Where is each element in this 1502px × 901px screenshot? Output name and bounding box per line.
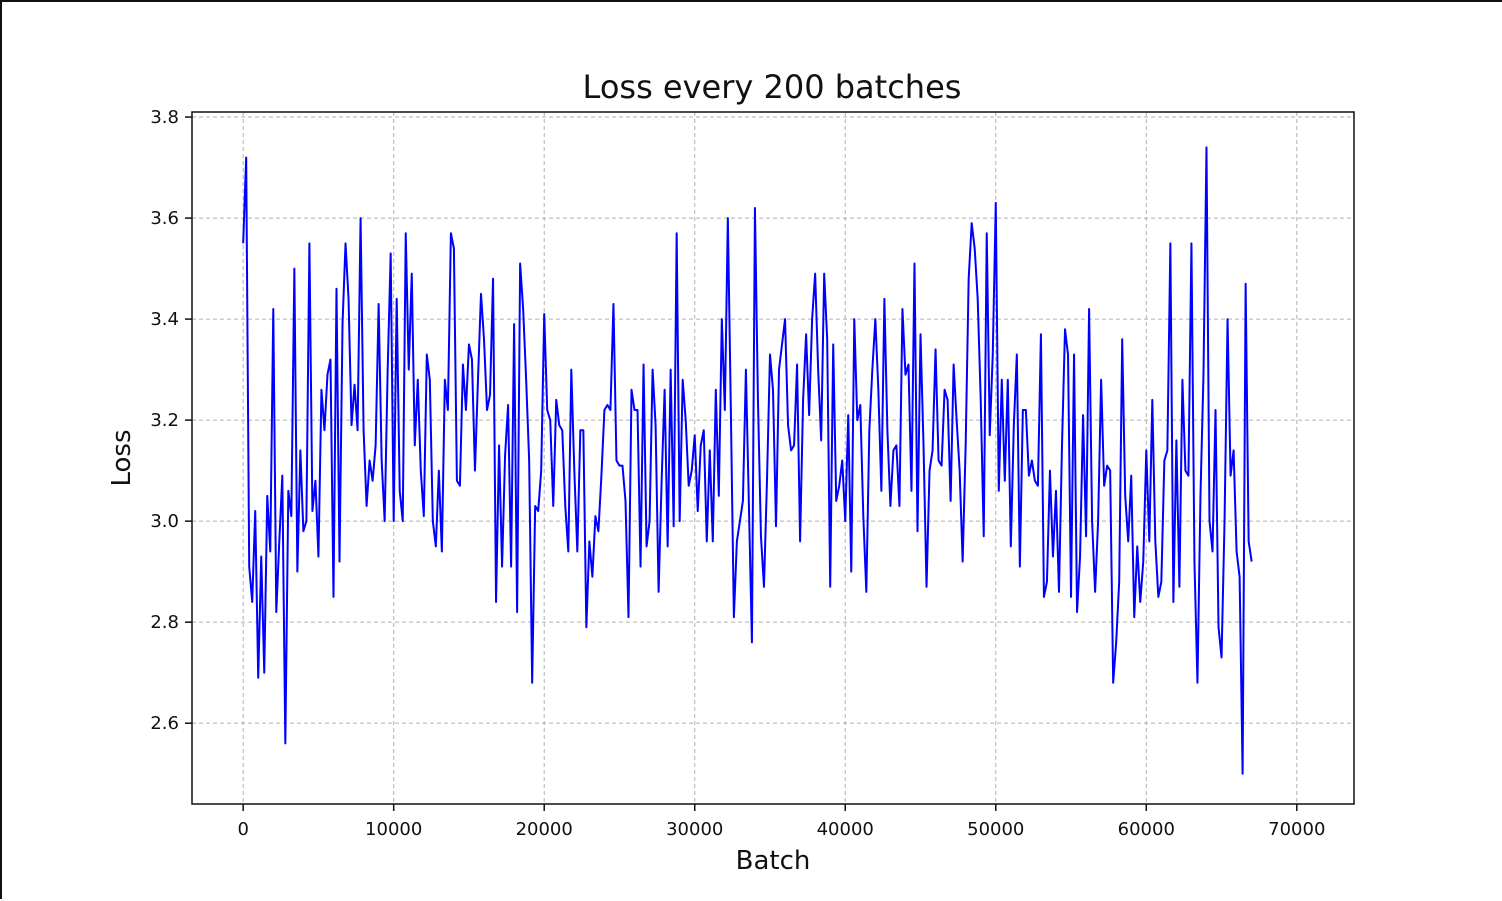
y-tick-label: 3.4 [150, 309, 179, 330]
y-tick-label: 3.2 [150, 410, 179, 431]
x-tick-label: 50000 [967, 819, 1024, 840]
y-axis-label: Loss [107, 429, 137, 486]
x-tick-label: 30000 [666, 819, 723, 840]
y-tick-label: 3.8 [150, 107, 179, 128]
loss-series-line [242, 146, 1253, 775]
x-tick-label: 0 [237, 819, 248, 840]
chart-title: Loss every 200 batches [583, 68, 962, 106]
x-tick-label: 10000 [365, 819, 422, 840]
y-tick-label: 2.6 [150, 713, 179, 734]
x-tick-label: 60000 [1118, 819, 1175, 840]
plot-area-border [191, 111, 1355, 805]
grid-lines [192, 112, 1354, 804]
y-tick-label: 3.0 [150, 511, 179, 532]
y-tick-label: 2.8 [150, 612, 179, 633]
x-tick-label: 70000 [1268, 819, 1325, 840]
axis-ticks: 0 10000 20000 30000 40000 50000 60000 70000 2.6 2… [150, 107, 1325, 840]
x-axis-label: Batch [736, 846, 811, 876]
x-tick-label: 40000 [817, 819, 874, 840]
y-tick-label: 3.6 [150, 208, 179, 229]
x-tick-label: 20000 [516, 819, 573, 840]
